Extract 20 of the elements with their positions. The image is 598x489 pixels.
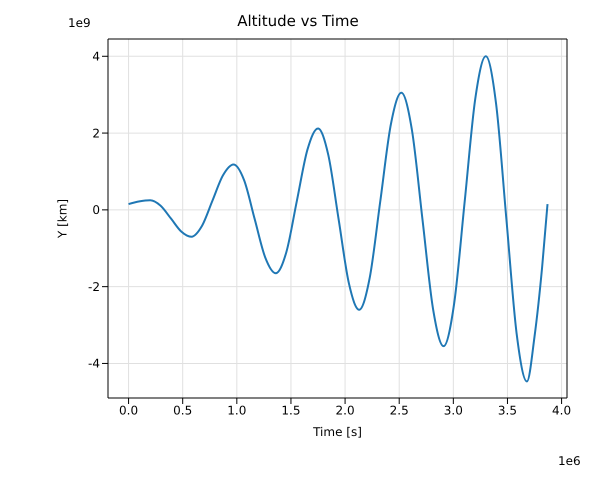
y-tick-label: 4 — [92, 50, 100, 64]
x-tick-label: 1.0 — [227, 404, 246, 418]
x-tick-label: 0.5 — [173, 404, 192, 418]
x-tick-label: 3.5 — [498, 404, 518, 418]
text: 1e6 — [558, 454, 581, 468]
y-tick-label: 2 — [92, 126, 100, 140]
x-tick-label: 1.5 — [281, 404, 300, 418]
chart-title: Altitude vs Time — [237, 12, 359, 30]
x-tick-label: 4.0 — [552, 404, 572, 418]
y-tick-label: -2 — [88, 280, 100, 294]
line-series — [128, 55, 549, 382]
x-axis-title: Time [s] — [312, 425, 362, 439]
y-axis-title: Y [km] — [55, 198, 70, 240]
x-tick-label: 3.0 — [444, 404, 463, 418]
y-tick-label: -4 — [88, 356, 100, 371]
x-tick-label: 0.0 — [119, 404, 138, 418]
text: 1e9 — [68, 16, 91, 30]
x-tick-label: 2.5 — [390, 404, 409, 418]
y-tick-label: 0 — [92, 203, 100, 218]
x-tick-label: 2.0 — [336, 404, 355, 418]
